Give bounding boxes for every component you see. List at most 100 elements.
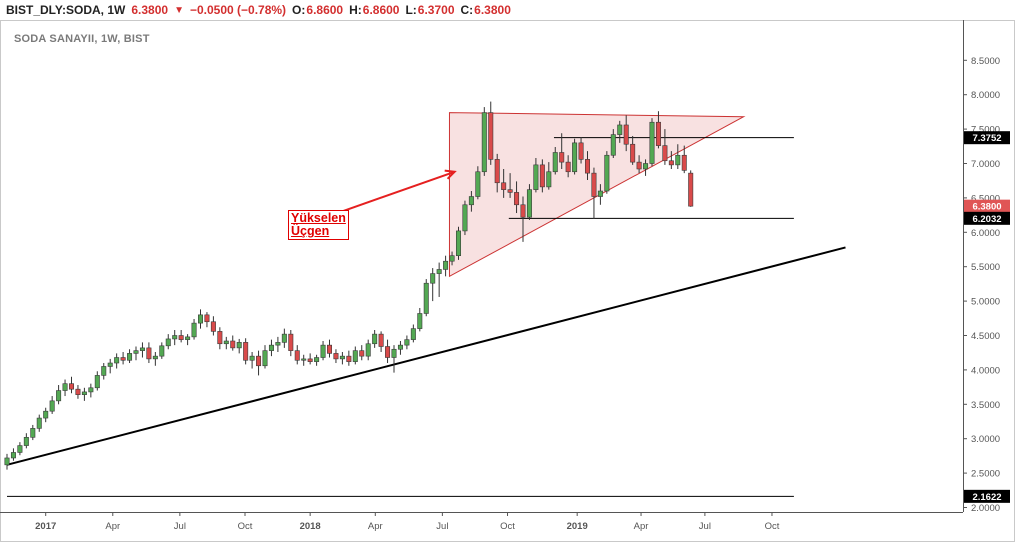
- candle-body: [56, 390, 62, 402]
- last-price-badge: [964, 199, 1010, 213]
- candle-body: [185, 336, 191, 340]
- candle-body: [159, 345, 165, 357]
- y-tick-label: 6.5000: [971, 193, 1000, 204]
- close-label: C:: [460, 3, 474, 17]
- candle-body: [17, 445, 23, 453]
- close-value: 6.3800: [474, 3, 511, 17]
- candle-body: [410, 328, 416, 340]
- candle-body: [281, 333, 287, 343]
- candle-body: [681, 154, 687, 171]
- level-badge-label: 7.3752: [972, 133, 1001, 144]
- y-tick-label: 3.0000: [971, 434, 1000, 445]
- y-tick-label: 7.0000: [971, 159, 1000, 170]
- candle-body: [655, 121, 661, 146]
- candle-body: [62, 383, 68, 391]
- candle-body: [610, 134, 616, 156]
- candle-body: [314, 357, 320, 362]
- candle-body: [307, 358, 313, 362]
- last-price: 6.3800: [131, 3, 169, 17]
- x-tick-label: Apr: [634, 521, 649, 532]
- level-badge-label: 6.2032: [972, 214, 1001, 225]
- candle-body: [526, 189, 532, 218]
- candle-body: [165, 338, 171, 347]
- x-tick-label: Oct: [238, 521, 253, 532]
- candle-body: [365, 343, 371, 357]
- x-tick-label: Apr: [105, 521, 120, 532]
- candle-body: [514, 192, 520, 206]
- x-tick-label: Jul: [436, 521, 448, 532]
- candle-body: [75, 388, 81, 395]
- candle-body: [385, 346, 391, 358]
- candle-body: [404, 339, 410, 346]
- candle-body: [288, 333, 294, 351]
- candle-body: [43, 410, 49, 419]
- candle-body: [101, 366, 107, 376]
- candle-body: [88, 387, 94, 393]
- candle-body: [584, 159, 590, 174]
- y-tick-label: 6.0000: [971, 228, 1000, 239]
- candle-body: [455, 230, 461, 256]
- candle-body: [152, 355, 158, 360]
- high-label: H:: [349, 3, 362, 17]
- candle-body: [4, 457, 10, 466]
- candle-body: [198, 314, 204, 324]
- candle-body: [346, 355, 352, 362]
- candle-body: [172, 335, 178, 340]
- candle-body: [501, 182, 507, 190]
- candle-body: [565, 161, 571, 173]
- candle-body: [449, 255, 455, 262]
- candle-body: [559, 152, 565, 163]
- candle-body: [326, 344, 332, 354]
- candle-body: [49, 400, 55, 412]
- open-label: O:: [292, 3, 306, 17]
- pattern-annotation[interactable]: Yükselen Üçgen: [288, 210, 349, 240]
- candle-body: [256, 355, 262, 367]
- candle-body: [294, 350, 300, 361]
- candle-body: [436, 269, 442, 274]
- ascending-triangle-pattern: [448, 112, 746, 278]
- candle-body: [643, 163, 649, 170]
- candle-body: [423, 282, 429, 314]
- candle-body: [107, 362, 113, 367]
- candle-body: [417, 313, 423, 329]
- high-value: 6.8600: [362, 3, 400, 17]
- x-tick-label: Oct: [765, 521, 780, 532]
- candle-body: [623, 124, 629, 145]
- symbol-header: BIST_DLY:SODA, 1W 6.3800 ▼ −0.0500 (−0.7…: [6, 3, 511, 17]
- level-badge: [964, 131, 1010, 145]
- candle-body: [507, 189, 513, 193]
- candle-body: [604, 154, 610, 192]
- candle-body: [649, 121, 655, 164]
- candle-body: [462, 204, 468, 232]
- candle-body: [372, 333, 378, 345]
- candle-body: [675, 154, 681, 166]
- candle-body: [443, 260, 449, 270]
- candle-body: [127, 353, 133, 361]
- candle-body: [533, 164, 539, 190]
- annotation-line-1: Yükselen: [291, 211, 346, 225]
- candle-body: [275, 342, 281, 346]
- candle-body: [178, 335, 184, 340]
- chart-subtitle: SODA SANAYII, 1W, BIST: [14, 33, 150, 45]
- candle-body: [81, 391, 87, 395]
- candle-body: [94, 375, 100, 389]
- candle-body: [236, 342, 242, 349]
- y-tick-label: 2.0000: [971, 503, 1000, 514]
- candle-body: [10, 452, 16, 459]
- candle-body: [572, 142, 578, 173]
- candle-body: [688, 172, 694, 207]
- candle-body: [378, 333, 384, 347]
- open-value: 6.8600: [306, 3, 344, 17]
- x-tick-label: Jul: [699, 521, 711, 532]
- level-badge-label: 2.1622: [972, 492, 1001, 503]
- candle-body: [475, 171, 481, 197]
- symbol-label[interactable]: BIST_DLY:SODA, 1W: [6, 3, 126, 17]
- y-tick-label: 2.5000: [971, 469, 1000, 480]
- candle-body: [636, 161, 642, 170]
- y-tick-label: 8.5000: [971, 56, 1000, 67]
- candle-body: [597, 190, 603, 197]
- candle-body: [391, 348, 397, 358]
- x-tick-label: 2018: [300, 521, 321, 532]
